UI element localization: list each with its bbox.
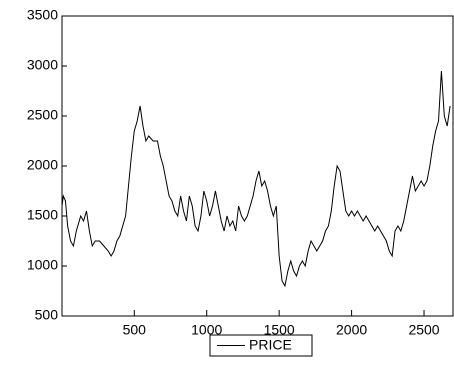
y-tick-label: 3500 (27, 7, 58, 23)
y-tick-label: 500 (35, 307, 59, 323)
plot-frame (61, 15, 454, 317)
y-tick-label: 1000 (27, 257, 58, 273)
x-tick-label: 1500 (264, 322, 295, 338)
legend-box (209, 334, 313, 357)
y-tick-label: 2500 (27, 107, 58, 123)
x-tick-label: 2500 (408, 322, 439, 338)
y-tick-label: 1500 (27, 207, 58, 223)
x-tick-label: 2000 (336, 322, 367, 338)
y-tick-label: 3000 (27, 57, 58, 73)
x-tick-label: 500 (123, 322, 147, 338)
y-tick-label: 2000 (27, 157, 58, 173)
x-tick-label: 1000 (191, 322, 222, 338)
legend-label: PRICE (249, 337, 292, 353)
price-line (61, 70, 451, 288)
